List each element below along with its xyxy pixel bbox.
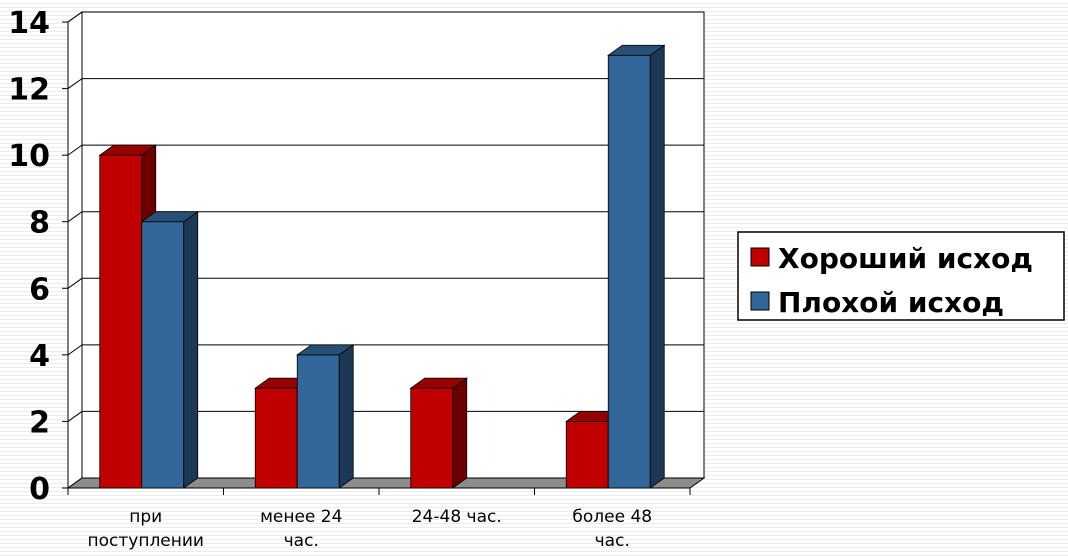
legend-swatch <box>750 247 770 267</box>
y-tick-labels: 0 2 4 6 8 10 12 14 <box>8 6 50 507</box>
y-tick-label: 14 <box>8 6 50 41</box>
x-tick-label: менее 24 <box>260 507 342 527</box>
bar-front <box>607 54 651 489</box>
bar-front <box>141 221 185 489</box>
y-tick-label: 4 <box>29 339 50 374</box>
bar-top <box>140 211 199 223</box>
y-tick-label: 2 <box>29 405 50 440</box>
bar-top <box>296 344 355 356</box>
gridline <box>67 11 704 23</box>
x-tick-label: час. <box>595 531 630 551</box>
bar-top <box>409 377 468 389</box>
bar-front <box>254 387 298 489</box>
gridline <box>67 344 704 356</box>
y-tick-label: 10 <box>8 139 50 174</box>
x-tick-label: более 48 <box>572 507 652 527</box>
gridline <box>67 410 704 422</box>
gridline <box>67 211 704 223</box>
bar-side <box>452 377 468 489</box>
gridline <box>67 78 704 89</box>
x-tick-label: час. <box>284 531 319 551</box>
bar-front <box>99 154 143 489</box>
gridline <box>67 277 704 289</box>
bar-side <box>183 210 199 489</box>
y-tick-label: 12 <box>8 73 50 108</box>
bar-top <box>607 44 666 56</box>
y-tick-label: 0 <box>29 472 50 507</box>
bar-front <box>565 421 609 489</box>
x-tick-label: при <box>129 507 162 527</box>
bar-side <box>649 44 665 489</box>
bar <box>607 44 666 489</box>
legend-label: Плохой исход <box>778 286 1004 319</box>
y-tick-label: 8 <box>29 206 50 241</box>
bar-side <box>338 344 354 489</box>
bar <box>296 344 355 489</box>
bar <box>140 210 199 489</box>
bar-front <box>410 387 454 489</box>
bar-top <box>98 144 157 156</box>
x-tick-label: 24-48 час. <box>412 507 502 527</box>
legend-box <box>737 231 1065 321</box>
legend-swatch <box>750 291 770 311</box>
legend: Хороший исход Плохой исход <box>737 231 1065 321</box>
bars <box>98 44 666 489</box>
gridline <box>67 144 704 156</box>
x-tick-label: поступлении <box>88 531 204 551</box>
gridlines <box>67 11 704 422</box>
bar <box>409 377 468 489</box>
y-tick-label: 6 <box>29 272 50 307</box>
bar-front <box>296 354 340 489</box>
x-tick-labels: при поступлении менее 24 час. 24-48 час. боле… <box>88 507 653 551</box>
legend-label: Хороший исход <box>778 242 1033 275</box>
